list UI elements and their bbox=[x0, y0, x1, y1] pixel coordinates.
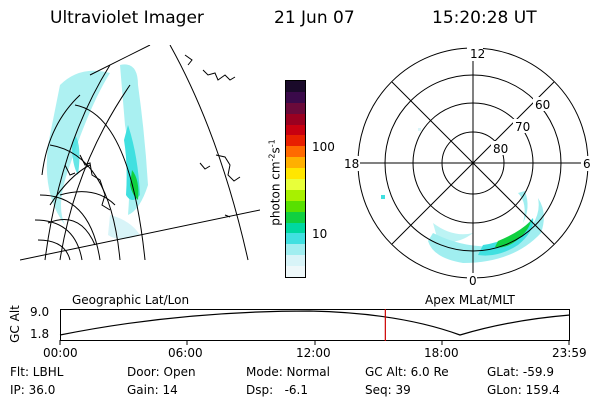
colorbar-segment bbox=[286, 233, 305, 245]
colorbar-segment bbox=[286, 255, 305, 267]
xtick-1800: 18:00 bbox=[424, 346, 459, 360]
ytick-low: 1.8 bbox=[30, 327, 50, 341]
date-label: 21 Jun 07 bbox=[274, 8, 355, 28]
colorbar-segment bbox=[286, 222, 305, 234]
colorbar-tick-100: 100 bbox=[312, 140, 335, 154]
info-mode: Mode: Normal bbox=[246, 365, 330, 379]
geographic-map bbox=[20, 45, 260, 261]
xtick-2359: 23:59 bbox=[552, 346, 587, 360]
polar-plot: 12 18 6 0 60 70 80 bbox=[342, 45, 593, 288]
mlt-label-0: 0 bbox=[469, 274, 477, 288]
lat-label-70: 70 bbox=[515, 120, 530, 134]
mlt-label-18: 18 bbox=[344, 157, 359, 171]
time-label: 15:20:28 UT bbox=[432, 8, 537, 28]
colorbar-segment bbox=[286, 244, 305, 256]
info-gain: Gain: 14 bbox=[127, 383, 178, 397]
ytick-high: 9.0 bbox=[30, 305, 50, 319]
colorbar-segment bbox=[286, 168, 305, 180]
colorbar-segment bbox=[286, 102, 305, 114]
colorbar-segment bbox=[286, 113, 305, 125]
colorbar-label-sup2: -1 bbox=[267, 139, 277, 148]
colorbar-tick-10: 10 bbox=[312, 227, 328, 241]
colorbar-label: photon cm-2s-1 bbox=[268, 108, 283, 258]
colorbar-segment bbox=[286, 124, 305, 136]
info-dsp: Dsp: -6.1 bbox=[246, 383, 309, 397]
colorbar-label-text: photon cm bbox=[268, 161, 283, 226]
lat-label-60: 60 bbox=[535, 98, 550, 112]
aurora-emission bbox=[46, 64, 148, 239]
colorbar-segment bbox=[286, 189, 305, 201]
info-gc-alt: GC Alt: 6.0 Re bbox=[365, 365, 449, 379]
altitude-timeline bbox=[59, 309, 571, 345]
mlt-label-6: 6 bbox=[583, 157, 591, 171]
info-flt: Flt: LBHL bbox=[10, 365, 64, 379]
colorbar-segment bbox=[286, 211, 305, 223]
info-glat: GLat: -59.9 bbox=[487, 365, 554, 379]
timeline-frame bbox=[60, 309, 570, 341]
colorbar-label-mid: s bbox=[268, 147, 283, 154]
yaxis-label: GC Alt bbox=[8, 305, 22, 343]
info-door: Door: Open bbox=[127, 365, 196, 379]
timeline-left-title: Geographic Lat/Lon bbox=[72, 293, 190, 307]
altitude-curve bbox=[59, 310, 571, 336]
colorbar-segment bbox=[286, 135, 305, 147]
xtick-0000: 00:00 bbox=[43, 346, 78, 360]
lat-label-80: 80 bbox=[493, 142, 508, 156]
coastlines bbox=[64, 54, 241, 218]
mlt-label-12: 12 bbox=[470, 47, 485, 61]
colorbar-segment bbox=[286, 179, 305, 190]
info-glon: GLon: 159.4 bbox=[487, 383, 560, 397]
colorbar-segment bbox=[286, 91, 305, 103]
app-title: Ultraviolet Imager bbox=[50, 8, 204, 28]
timeline-ticks bbox=[59, 340, 570, 345]
info-ip: IP: 36.0 bbox=[10, 383, 56, 397]
colorbar-segment bbox=[286, 157, 305, 169]
xtick-0600: 06:00 bbox=[168, 346, 203, 360]
colorbar-segment bbox=[286, 146, 305, 158]
earth-limb bbox=[169, 45, 249, 261]
timeline-right-title: Apex MLat/MLT bbox=[425, 293, 515, 307]
xtick-1200: 12:00 bbox=[296, 346, 331, 360]
info-seq: Seq: 39 bbox=[365, 383, 411, 397]
colorbar-segment bbox=[286, 200, 305, 212]
colorbar-segment bbox=[286, 81, 305, 92]
polar-aurora bbox=[381, 128, 544, 263]
colorbar-segment bbox=[286, 266, 305, 277]
colorbar-label-sup1: -2 bbox=[267, 153, 277, 162]
colorbar bbox=[285, 80, 306, 278]
